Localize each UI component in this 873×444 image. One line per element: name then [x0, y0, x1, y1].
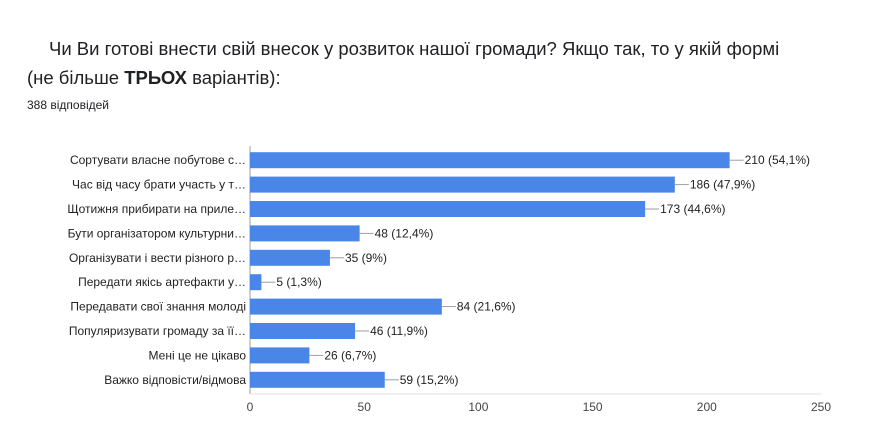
- x-tick-label: 200: [697, 400, 717, 414]
- question-suffix: варіантів):: [186, 67, 281, 88]
- data-label: 186 (47,9%): [690, 178, 755, 192]
- x-tick-label: 50: [358, 400, 372, 414]
- data-label: 84 (21,6%): [457, 300, 516, 314]
- category-label: Бути організатором культурни…: [68, 226, 246, 240]
- x-tick-label: 250: [811, 400, 831, 414]
- category-label: Організувати і вести різного р…: [69, 251, 246, 265]
- bar: [250, 201, 646, 217]
- data-label: 48 (12,4%): [375, 226, 434, 240]
- question-emphasis: ТРЬОХ: [124, 67, 187, 88]
- data-label: 173 (44,6%): [660, 202, 725, 216]
- x-tick-label: 100: [468, 400, 488, 414]
- data-label: 210 (54,1%): [745, 153, 810, 167]
- category-label: Сортувати власне побутове с…: [70, 153, 246, 167]
- category-label: Популяризувати громаду за її…: [69, 324, 246, 338]
- category-label: Важко відповісти/відмова: [104, 373, 246, 387]
- category-label: Мені це не цікаво: [149, 348, 247, 362]
- category-label: Передати якісь артефакти у…: [78, 275, 246, 289]
- x-tick-label: 0: [247, 400, 254, 414]
- data-label: 59 (15,2%): [400, 373, 459, 387]
- category-label: Час від часу брати участь у т…: [72, 178, 246, 192]
- bar: [250, 249, 330, 266]
- data-label: 5 (1,3%): [276, 275, 321, 289]
- bar: [250, 225, 360, 242]
- bar: [250, 371, 385, 388]
- data-label: 26 (6,7%): [324, 348, 376, 362]
- bar: [250, 176, 675, 193]
- bar: [250, 298, 442, 315]
- x-tick-label: 150: [583, 400, 603, 414]
- question-title: Чи Ви готові внести свій внесок у розвит…: [27, 34, 787, 92]
- data-label: 46 (11,9%): [370, 324, 428, 338]
- response-count: 388 відповідей: [27, 98, 109, 112]
- bar: [250, 323, 356, 339]
- bar: [250, 347, 310, 364]
- data-label: 35 (9%): [345, 251, 387, 265]
- question-text: Чи Ви готові внести свій внесок у розвит…: [27, 38, 780, 88]
- bar: [250, 274, 262, 291]
- category-label: Передавати свої знання молоді: [70, 300, 246, 314]
- category-label: Щотижня прибирати на приле…: [67, 202, 246, 216]
- bar: [250, 152, 730, 169]
